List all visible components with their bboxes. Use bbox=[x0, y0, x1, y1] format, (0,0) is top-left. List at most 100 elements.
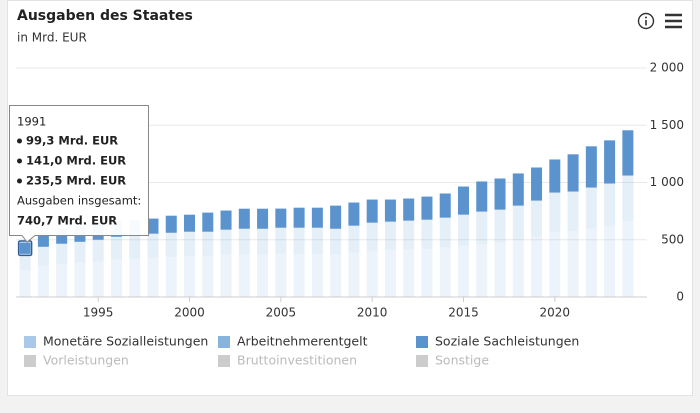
hover-outline bbox=[17, 240, 33, 257]
bar-segment bbox=[366, 199, 378, 223]
bar-segment bbox=[220, 229, 232, 255]
tooltip-bullet bbox=[17, 138, 22, 144]
bar-segment bbox=[311, 207, 323, 228]
legend-label: Vorleistungen bbox=[43, 353, 129, 368]
bar-segment bbox=[384, 249, 396, 297]
bar-segment bbox=[384, 221, 396, 250]
bar-segment bbox=[220, 254, 232, 297]
legend-swatch bbox=[24, 336, 36, 348]
bar-segment bbox=[184, 231, 196, 257]
bar-segment bbox=[74, 241, 86, 263]
legend-swatch bbox=[24, 355, 36, 367]
legend-swatch bbox=[416, 355, 428, 367]
tooltip-box bbox=[9, 105, 149, 243]
bar-segment bbox=[476, 243, 488, 297]
bar-segment bbox=[494, 242, 506, 297]
bar-segment bbox=[202, 256, 214, 297]
y-tick-label: 0 bbox=[676, 290, 684, 304]
bar-segment bbox=[512, 205, 524, 240]
bar-segment bbox=[585, 187, 597, 229]
x-tick-label: 2020 bbox=[540, 306, 571, 320]
legend-item[interactable]: Bruttoinvestitionen bbox=[218, 353, 357, 368]
tooltip-title: 1991 bbox=[17, 115, 46, 129]
x-tick-label: 2005 bbox=[266, 306, 297, 320]
bar-segment bbox=[476, 181, 488, 212]
bar-segment bbox=[275, 253, 287, 297]
bar-segment bbox=[549, 231, 561, 297]
bar-segment bbox=[549, 159, 561, 193]
bar-segment bbox=[202, 231, 214, 257]
bar-segment bbox=[92, 261, 104, 297]
bar-segment bbox=[348, 202, 360, 226]
bar-segment bbox=[512, 173, 524, 206]
bar-segment bbox=[330, 228, 342, 255]
legend-item[interactable]: Monetäre Sozialleistungen bbox=[24, 334, 208, 349]
legend-label: Arbeitnehmerentgelt bbox=[237, 334, 368, 349]
menu-button[interactable] bbox=[665, 13, 682, 29]
bar-segment bbox=[37, 246, 49, 266]
chart-title: Ausgaben des Staates bbox=[17, 8, 193, 24]
bar-segment bbox=[622, 175, 634, 222]
bar-segment bbox=[604, 226, 616, 297]
y-tick-label: 1 500 bbox=[650, 118, 684, 132]
info-button[interactable] bbox=[637, 12, 655, 30]
legend-item[interactable]: Soziale Sachleistungen bbox=[416, 334, 579, 349]
bar-segment bbox=[37, 265, 49, 297]
bar-segment bbox=[110, 236, 122, 260]
bar-segment bbox=[56, 228, 68, 244]
bar-segment bbox=[165, 232, 177, 257]
bar-segment bbox=[403, 198, 415, 221]
legend-item[interactable]: Arbeitnehmerentgelt bbox=[218, 334, 368, 349]
bar-segment bbox=[19, 242, 31, 254]
bar-segment bbox=[293, 253, 305, 297]
bar-segment bbox=[293, 207, 305, 228]
y-tick-label: 1 000 bbox=[650, 175, 684, 189]
bar-segment bbox=[531, 236, 543, 297]
bar-segment bbox=[165, 256, 177, 297]
bar-segment bbox=[403, 220, 415, 250]
bar-segment bbox=[92, 239, 104, 262]
bar-segment bbox=[257, 228, 269, 255]
bar-segment bbox=[184, 256, 196, 297]
bar-segment bbox=[421, 248, 433, 297]
bar-segment bbox=[311, 253, 323, 297]
bar-segment bbox=[476, 211, 488, 244]
bar-segment bbox=[257, 208, 269, 229]
x-tick-label: 2000 bbox=[174, 306, 205, 320]
bar-segment bbox=[238, 254, 250, 297]
chart-subtitle: in Mrd. EUR bbox=[17, 31, 87, 45]
legend-label: Monetäre Sozialleistungen bbox=[43, 334, 208, 349]
bar-segment bbox=[37, 232, 49, 247]
bar-segment bbox=[311, 227, 323, 254]
legend-label: Sonstige bbox=[435, 353, 489, 368]
tooltip-line: 235,5 Mrd. EUR bbox=[26, 174, 126, 188]
bar-segment bbox=[366, 250, 378, 297]
tooltip-bullet bbox=[17, 158, 22, 164]
bar-segment bbox=[147, 233, 159, 258]
bar-segment bbox=[348, 225, 360, 253]
bar-segment bbox=[421, 196, 433, 220]
bar-segment bbox=[384, 199, 396, 222]
bar-segment bbox=[439, 217, 451, 248]
bar-segment bbox=[348, 252, 360, 297]
legend-item[interactable]: Vorleistungen bbox=[24, 353, 129, 368]
bar-segment bbox=[147, 257, 159, 297]
bar-segment bbox=[19, 270, 31, 297]
bar-segment bbox=[494, 178, 506, 210]
y-tick-label: 2 000 bbox=[650, 61, 684, 75]
legend-item[interactable]: Sonstige bbox=[416, 353, 489, 368]
tooltip-line: 141,0 Mrd. EUR bbox=[26, 154, 126, 168]
bar-segment bbox=[165, 215, 177, 233]
bar-segment bbox=[421, 219, 433, 249]
bar-segment bbox=[604, 140, 616, 184]
legend-swatch bbox=[416, 336, 428, 348]
bar-segment bbox=[56, 263, 68, 297]
bar-segment bbox=[457, 214, 469, 246]
bar-segment bbox=[147, 218, 159, 234]
bar-segment bbox=[585, 146, 597, 188]
tooltip-line: 99,3 Mrd. EUR bbox=[26, 134, 118, 148]
bar-segment bbox=[56, 243, 68, 264]
tooltip-total-label: Ausgaben insgesamt: bbox=[17, 194, 141, 208]
bar-segment bbox=[457, 245, 469, 297]
